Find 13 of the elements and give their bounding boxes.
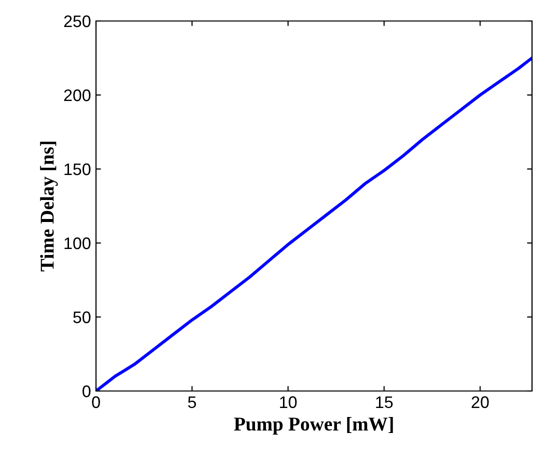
x-tick-label: 5 [188, 396, 196, 408]
y-axis-title: Time Delay [ns] [40, 142, 58, 272]
y-tick-label: 150 [64, 163, 90, 176]
x-tick-label: 20 [472, 396, 489, 408]
x-tick-label: 0 [92, 396, 100, 408]
y-tick-label: 50 [73, 311, 90, 324]
y-tick-label: 0 [82, 385, 90, 398]
y-tick-label: 250 [64, 15, 90, 28]
y-tick-label: 200 [64, 89, 90, 102]
x-tick-label: 10 [280, 396, 297, 408]
y-tick-label: 100 [64, 237, 90, 250]
x-tick-label: 15 [376, 396, 393, 408]
x-axis-title: Pump Power [mW] [234, 416, 393, 435]
